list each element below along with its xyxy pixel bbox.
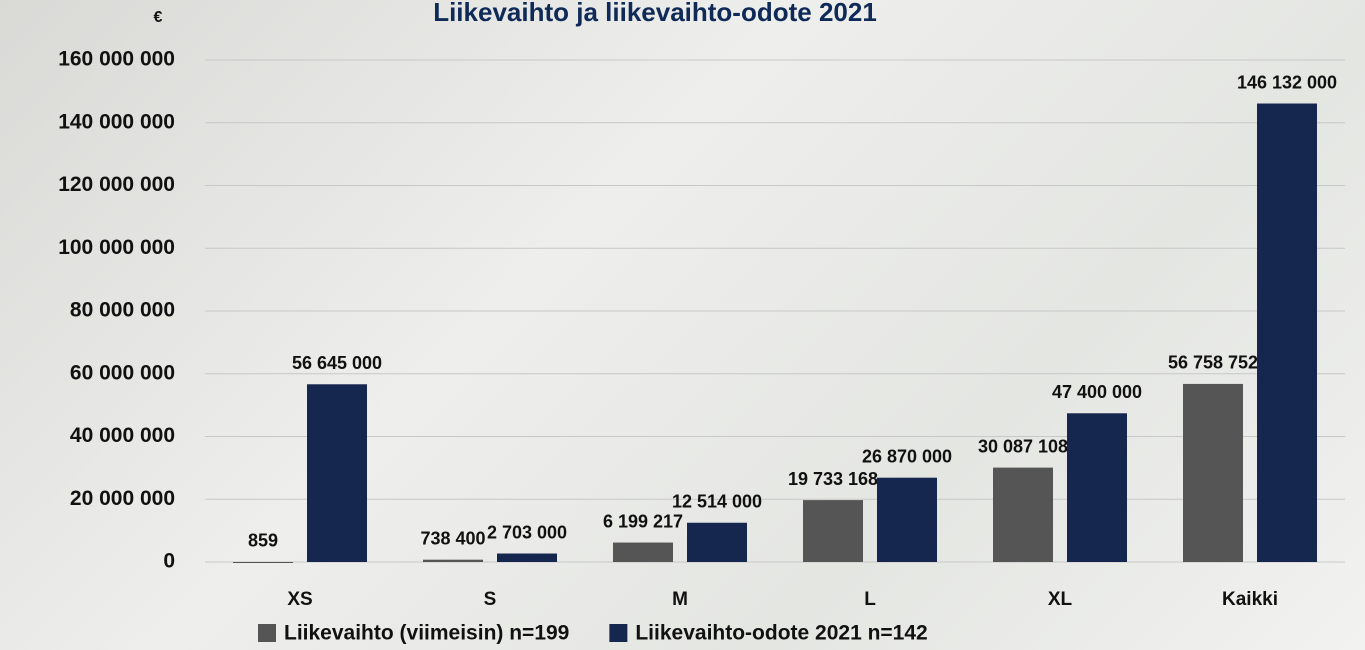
value-label: 2 703 000 xyxy=(487,522,567,542)
value-label: 30 087 108 xyxy=(978,436,1068,456)
y-tick-label: 20 000 000 xyxy=(70,487,175,510)
value-label: 12 514 000 xyxy=(672,491,762,511)
y-tick-label: 100 000 000 xyxy=(58,236,175,259)
value-label: 859 xyxy=(248,531,278,551)
bar xyxy=(233,562,293,563)
legend-label: Liikevaihto-odote 2021 n=142 xyxy=(635,622,927,645)
bar xyxy=(993,468,1053,562)
x-tick-label: Kaikki xyxy=(1222,589,1278,610)
legend-label: Liikevaihto (viimeisin) n=199 xyxy=(284,622,569,645)
x-tick-label: XS xyxy=(287,589,312,610)
y-tick-label: 140 000 000 xyxy=(58,110,175,133)
bar xyxy=(1257,104,1317,562)
bar xyxy=(423,560,483,562)
x-tick-label: S xyxy=(484,589,497,610)
chart: Liikevaihto ja liikevaihto-odote 2021 € … xyxy=(0,0,1365,650)
value-label: 19 733 168 xyxy=(788,469,878,489)
y-axis-label: € xyxy=(154,9,163,26)
y-tick-label: 120 000 000 xyxy=(58,173,175,196)
bar xyxy=(1183,384,1243,562)
chart-title: Liikevaihto ja liikevaihto-odote 2021 xyxy=(433,0,877,27)
bar xyxy=(1067,413,1127,562)
legend-swatch xyxy=(258,624,276,642)
bar xyxy=(877,478,937,562)
x-tick-label: XL xyxy=(1048,589,1073,610)
value-label: 6 199 217 xyxy=(603,511,683,531)
value-label: 738 400 xyxy=(420,528,485,548)
value-label: 47 400 000 xyxy=(1052,382,1142,402)
y-tick-label: 40 000 000 xyxy=(70,424,175,447)
y-tick-label: 0 xyxy=(163,550,175,573)
x-tick-label: M xyxy=(672,589,688,610)
y-tick-label: 60 000 000 xyxy=(70,361,175,384)
bar xyxy=(307,384,367,562)
bar xyxy=(803,500,863,562)
y-tick-label: 160 000 000 xyxy=(58,48,175,71)
value-label: 26 870 000 xyxy=(862,446,952,466)
y-tick-label: 80 000 000 xyxy=(70,299,175,322)
value-label: 56 645 000 xyxy=(292,353,382,373)
value-label: 146 132 000 xyxy=(1237,72,1337,92)
value-label: 56 758 752 xyxy=(1168,353,1258,373)
bar xyxy=(497,554,557,562)
bar xyxy=(613,543,673,562)
legend-swatch xyxy=(609,624,627,642)
bar xyxy=(687,523,747,562)
x-tick-label: L xyxy=(864,589,876,610)
